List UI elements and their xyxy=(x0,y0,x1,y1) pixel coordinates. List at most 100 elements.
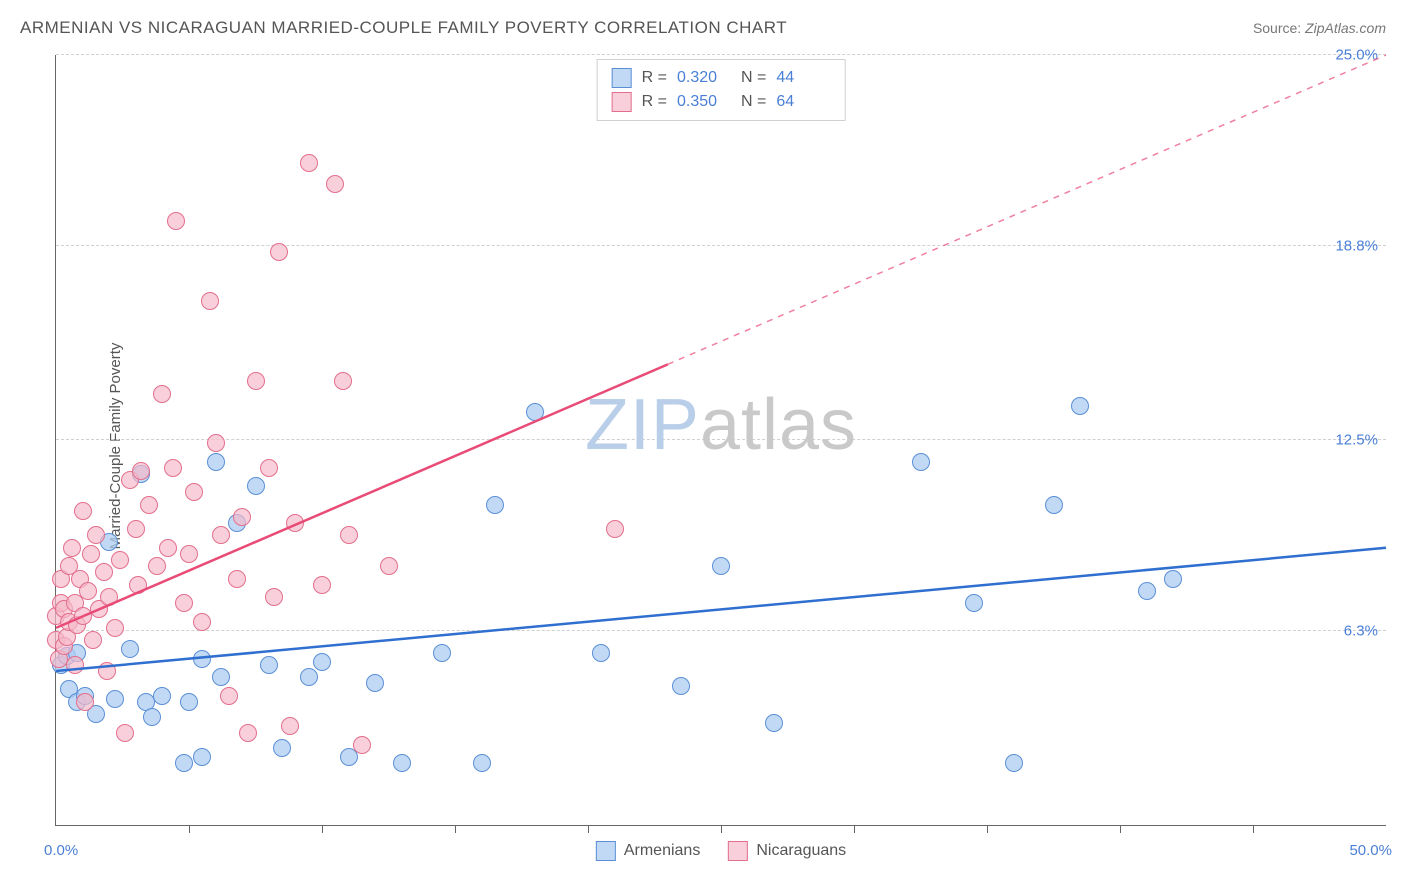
y-tick-label: 6.3% xyxy=(1344,622,1378,639)
scatter-point-nicaraguans xyxy=(129,576,147,594)
scatter-point-nicaraguans xyxy=(260,459,278,477)
scatter-point-nicaraguans xyxy=(201,292,219,310)
scatter-point-armenians xyxy=(1164,570,1182,588)
scatter-point-nicaraguans xyxy=(106,619,124,637)
x-tick xyxy=(854,825,855,833)
scatter-point-nicaraguans xyxy=(66,656,84,674)
legend-label-nicaraguans: Nicaraguans xyxy=(756,842,846,860)
scatter-point-armenians xyxy=(1045,496,1063,514)
scatter-point-nicaraguans xyxy=(228,570,246,588)
scatter-point-armenians xyxy=(207,453,225,471)
scatter-point-armenians xyxy=(393,754,411,772)
scatter-point-armenians xyxy=(313,653,331,671)
x-tick xyxy=(987,825,988,833)
n-value-nicaraguans: 64 xyxy=(776,90,830,114)
n-value-armenians: 44 xyxy=(776,66,830,90)
scatter-point-nicaraguans xyxy=(111,551,129,569)
scatter-point-nicaraguans xyxy=(340,526,358,544)
scatter-point-armenians xyxy=(433,644,451,662)
scatter-point-armenians xyxy=(180,693,198,711)
n-label: N = xyxy=(741,66,766,90)
scatter-point-nicaraguans xyxy=(76,693,94,711)
scatter-point-armenians xyxy=(1138,582,1156,600)
scatter-point-armenians xyxy=(912,453,930,471)
scatter-point-armenians xyxy=(143,708,161,726)
scatter-point-armenians xyxy=(473,754,491,772)
legend-item-armenians: Armenians xyxy=(596,841,700,861)
scatter-point-armenians xyxy=(247,477,265,495)
legend-label-armenians: Armenians xyxy=(624,842,700,860)
scatter-point-nicaraguans xyxy=(180,545,198,563)
scatter-point-nicaraguans xyxy=(334,372,352,390)
x-axis-min-label: 0.0% xyxy=(44,842,78,859)
source-attribution: Source: ZipAtlas.com xyxy=(1253,20,1386,36)
x-tick xyxy=(455,825,456,833)
scatter-point-nicaraguans xyxy=(74,502,92,520)
r-label: R = xyxy=(642,90,667,114)
scatter-point-nicaraguans xyxy=(270,243,288,261)
swatch-nicaraguans xyxy=(728,841,748,861)
scatter-point-nicaraguans xyxy=(140,496,158,514)
swatch-nicaraguans xyxy=(612,92,632,112)
scatter-point-armenians xyxy=(965,594,983,612)
scatter-point-nicaraguans xyxy=(380,557,398,575)
scatter-point-armenians xyxy=(273,739,291,757)
scatter-point-nicaraguans xyxy=(63,539,81,557)
scatter-point-nicaraguans xyxy=(212,526,230,544)
scatter-point-armenians xyxy=(121,640,139,658)
scatter-point-armenians xyxy=(260,656,278,674)
correlation-legend: R = 0.320 N = 44 R = 0.350 N = 64 xyxy=(597,59,846,121)
scatter-point-nicaraguans xyxy=(353,736,371,754)
scatter-point-nicaraguans xyxy=(220,687,238,705)
watermark-part-a: ZIP xyxy=(585,385,700,465)
watermark-part-b: atlas xyxy=(700,385,857,465)
scatter-point-nicaraguans xyxy=(207,434,225,452)
scatter-point-nicaraguans xyxy=(265,588,283,606)
scatter-point-nicaraguans xyxy=(239,724,257,742)
scatter-point-nicaraguans xyxy=(247,372,265,390)
scatter-point-nicaraguans xyxy=(193,613,211,631)
scatter-point-nicaraguans xyxy=(84,631,102,649)
scatter-point-nicaraguans xyxy=(175,594,193,612)
scatter-point-nicaraguans xyxy=(326,175,344,193)
scatter-point-armenians xyxy=(175,754,193,772)
scatter-point-armenians xyxy=(672,677,690,695)
legend-row-nicaraguans: R = 0.350 N = 64 xyxy=(612,90,831,114)
chart-plot-area: ZIPatlas R = 0.320 N = 44 R = 0.350 N = … xyxy=(55,55,1386,826)
r-value-nicaraguans: 0.350 xyxy=(677,90,731,114)
gridline xyxy=(56,54,1386,55)
scatter-point-nicaraguans xyxy=(95,563,113,581)
scatter-point-armenians xyxy=(526,403,544,421)
gridline xyxy=(56,439,1386,440)
scatter-point-nicaraguans xyxy=(132,462,150,480)
scatter-point-nicaraguans xyxy=(164,459,182,477)
scatter-point-armenians xyxy=(193,650,211,668)
swatch-armenians xyxy=(612,68,632,88)
scatter-point-nicaraguans xyxy=(313,576,331,594)
scatter-point-nicaraguans xyxy=(98,662,116,680)
r-label: R = xyxy=(642,66,667,90)
x-tick xyxy=(1253,825,1254,833)
r-value-armenians: 0.320 xyxy=(677,66,731,90)
scatter-point-nicaraguans xyxy=(127,520,145,538)
scatter-point-nicaraguans xyxy=(300,154,318,172)
trend-lines-svg xyxy=(56,55,1386,825)
source-name: ZipAtlas.com xyxy=(1305,20,1386,36)
y-tick-label: 18.8% xyxy=(1335,237,1378,254)
x-tick xyxy=(1120,825,1121,833)
scatter-point-nicaraguans xyxy=(167,212,185,230)
scatter-point-nicaraguans xyxy=(606,520,624,538)
y-tick-label: 12.5% xyxy=(1335,432,1378,449)
scatter-point-nicaraguans xyxy=(153,385,171,403)
legend-item-nicaraguans: Nicaraguans xyxy=(728,841,846,861)
scatter-point-nicaraguans xyxy=(233,508,251,526)
chart-title: ARMENIAN VS NICARAGUAN MARRIED-COUPLE FA… xyxy=(20,18,787,38)
source-label: Source: xyxy=(1253,20,1301,36)
n-label: N = xyxy=(741,90,766,114)
scatter-point-armenians xyxy=(1005,754,1023,772)
scatter-point-armenians xyxy=(300,668,318,686)
scatter-point-nicaraguans xyxy=(286,514,304,532)
series-legend: Armenians Nicaraguans xyxy=(596,841,846,861)
scatter-point-armenians xyxy=(592,644,610,662)
scatter-point-armenians xyxy=(106,690,124,708)
